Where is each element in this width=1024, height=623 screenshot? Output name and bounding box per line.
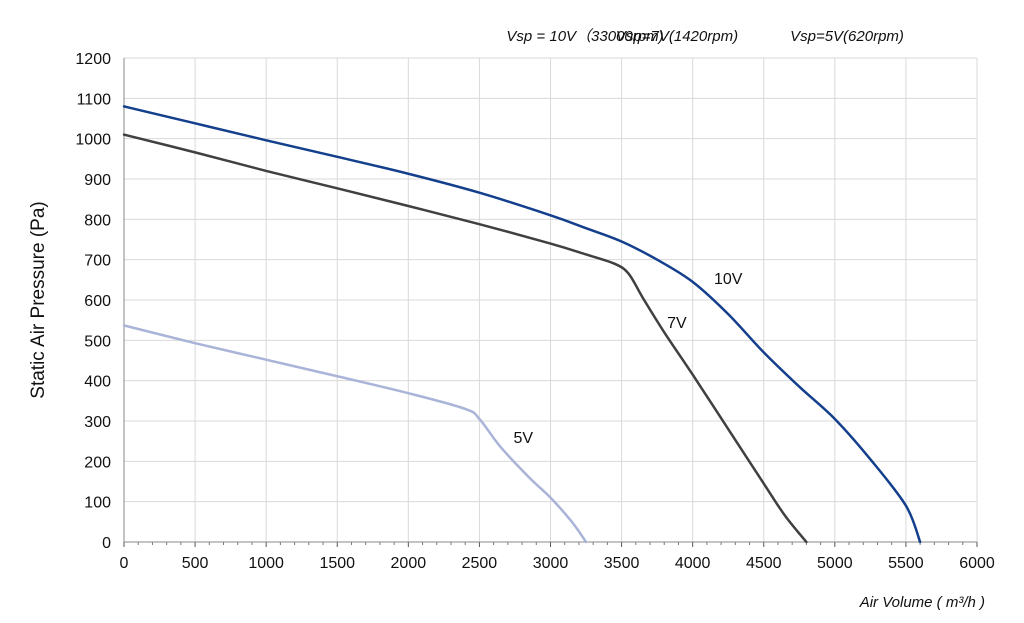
x-tick-label: 5000 bbox=[817, 555, 853, 572]
x-tick-label: 5500 bbox=[888, 555, 924, 572]
y-tick-label: 300 bbox=[84, 414, 111, 431]
tick-labels: 0 100 200 300 400 500 600 700 800 900 1000 1100 1200… bbox=[75, 51, 994, 572]
x-tick-label: 1500 bbox=[319, 555, 355, 572]
series-line-5v bbox=[122, 324, 588, 544]
y-tick-label: 700 bbox=[84, 253, 111, 270]
x-tick-label: 4500 bbox=[746, 555, 782, 572]
curve-label-5v: 5V bbox=[514, 430, 534, 447]
header-label: Vsp=5V(620rpm) bbox=[790, 28, 904, 45]
x-tick-label: 1000 bbox=[248, 555, 284, 572]
series-line-7v bbox=[122, 133, 808, 544]
axes bbox=[123, 58, 977, 543]
x-tick-label: 2000 bbox=[391, 555, 427, 572]
y-tick-label: 400 bbox=[84, 374, 111, 391]
x-tick-label: 2500 bbox=[462, 555, 498, 572]
grid bbox=[124, 57, 978, 542]
y-tick-label: 1000 bbox=[75, 132, 111, 149]
x-tick-label: 4000 bbox=[675, 555, 711, 572]
y-tick-label: 600 bbox=[84, 293, 111, 310]
y-tick-label: 200 bbox=[84, 454, 111, 471]
header-legend: Vsp = 10V（33000rpm)Vsp=7V(1420rpm) Vsp=5V… bbox=[506, 28, 903, 45]
y-tick-label: 800 bbox=[84, 212, 111, 229]
x-axis-minor-ticks bbox=[123, 542, 978, 547]
y-tick-label: 0 bbox=[102, 535, 111, 552]
y-tick-label: 1100 bbox=[77, 91, 112, 108]
curve-labels: 10V 7V 5V bbox=[514, 271, 743, 447]
x-tick-label: 500 bbox=[182, 555, 209, 572]
x-tick-label: 3500 bbox=[604, 555, 640, 572]
y-axis-title: Static Air Pressure (Pa) bbox=[28, 201, 49, 398]
series-line-10v bbox=[122, 105, 922, 544]
curve-label-7v: 7V bbox=[667, 315, 687, 332]
header-label: Vsp=7V(1420rpm) bbox=[616, 28, 738, 45]
y-tick-label: 900 bbox=[84, 172, 111, 189]
x-tick-label: 3000 bbox=[533, 555, 569, 572]
header-label: Vsp = 10V（33000rpm) bbox=[506, 28, 663, 45]
series-lines bbox=[122, 105, 922, 544]
x-tick-label: 0 bbox=[120, 555, 129, 572]
x-axis-title: Air Volume ( m³/h ) bbox=[859, 594, 985, 611]
y-tick-label: 100 bbox=[84, 495, 111, 512]
x-tick-label: 6000 bbox=[959, 555, 995, 572]
y-tick-label: 1200 bbox=[75, 51, 111, 68]
curve-label-10v: 10V bbox=[714, 271, 743, 288]
y-tick-label: 500 bbox=[84, 333, 111, 350]
